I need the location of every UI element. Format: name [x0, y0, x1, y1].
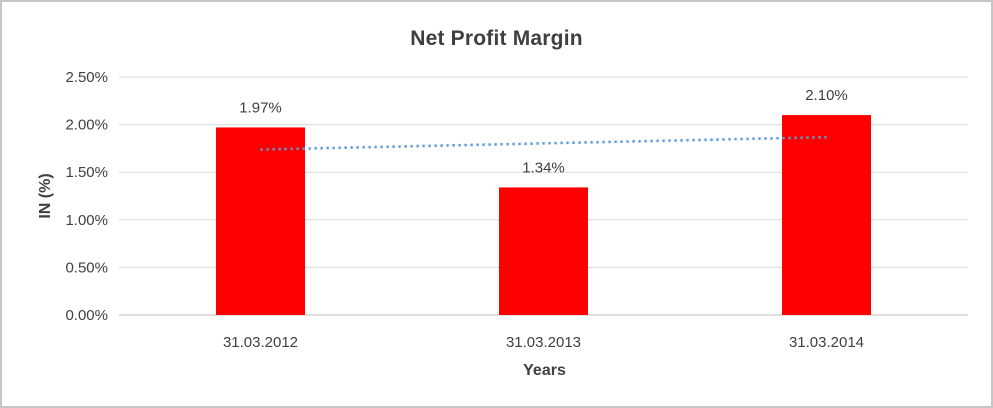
chart-title: Net Profit Margin	[410, 27, 583, 50]
bar-value-label: 1.34%	[522, 159, 565, 176]
y-tick-label: 2.50%	[65, 69, 108, 86]
y-tick-label: 0.50%	[65, 259, 108, 276]
y-tick-label: 1.50%	[65, 164, 108, 181]
x-tick-label: 31.03.2013	[506, 334, 581, 351]
x-tick-label: 31.03.2012	[223, 334, 298, 351]
x-axis-title: Years	[523, 362, 566, 379]
y-tick-label: 0.00%	[65, 307, 108, 324]
x-tick-label: 31.03.2014	[789, 334, 864, 351]
bar	[499, 187, 588, 315]
y-tick-label: 1.00%	[65, 212, 108, 229]
bar	[782, 115, 871, 315]
bar-value-label: 1.97%	[239, 99, 282, 116]
y-tick-label: 2.00%	[65, 117, 108, 134]
bar-value-label: 2.10%	[805, 87, 848, 104]
bar	[216, 127, 305, 316]
trendline	[260, 135, 827, 151]
